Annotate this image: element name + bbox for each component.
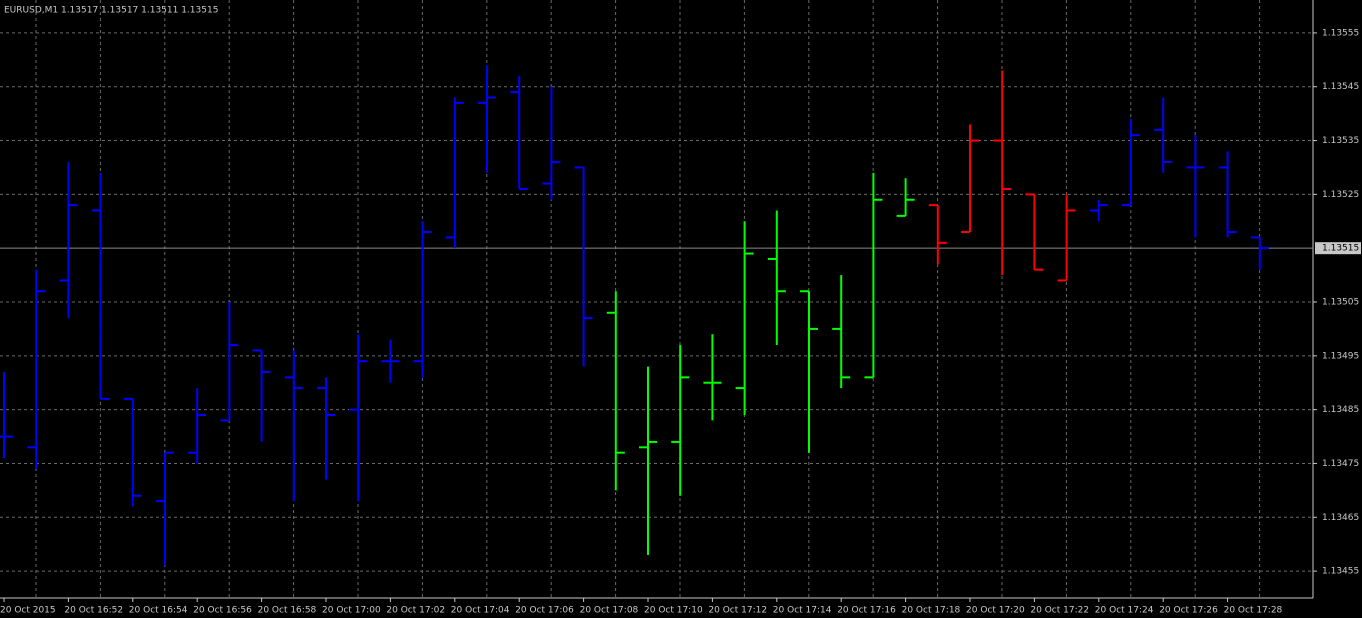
- current-price-box: [1315, 242, 1361, 255]
- x-tick-label: 20 Oct 17:26: [1159, 606, 1218, 616]
- y-tick-label: 1.13555: [1322, 28, 1359, 38]
- x-tick-label: 20 Oct 17:24: [1095, 606, 1154, 616]
- x-tick-label: 20 Oct 17:08: [580, 606, 639, 616]
- x-tick-label: 20 Oct 17:16: [837, 606, 896, 616]
- x-tick-label: 20 Oct 17:02: [386, 606, 445, 616]
- x-tick-label: 20 Oct 16:58: [258, 606, 317, 616]
- labels: 1.13455 1.13465 1.13475 1.13485 1.13495 1.135…: [0, 28, 1361, 616]
- x-tick-label: 20 Oct 17:14: [773, 606, 832, 616]
- y-tick-label: 1.13525: [1322, 190, 1359, 200]
- x-tick-label: 20 Oct 17:00: [322, 606, 381, 616]
- current-price-label: 1.13515: [1322, 244, 1359, 254]
- y-tick-label: 1.13495: [1322, 351, 1359, 361]
- x-tick-label: 20 Oct 17:04: [451, 606, 510, 616]
- x-tick-label: 20 Oct 17:28: [1224, 606, 1283, 616]
- y-tick-label: 1.13535: [1322, 136, 1359, 146]
- x-tick-label: 20 Oct 16:52: [64, 606, 123, 616]
- x-tick-label: 20 Oct 17:12: [708, 606, 767, 616]
- x-tick-label: 20 Oct 17:22: [1030, 606, 1089, 616]
- x-tick-label: 20 Oct 16:54: [129, 606, 188, 616]
- y-tick-label: 1.13505: [1322, 298, 1359, 308]
- x-tick-label: 20 Oct 17:20: [966, 606, 1025, 616]
- x-tick-label: 20 Oct 2015: [0, 606, 56, 616]
- x-tick-label: 20 Oct 17:10: [644, 606, 703, 616]
- y-tick-label: 1.13475: [1322, 459, 1359, 469]
- x-tick-label: 20 Oct 17:06: [515, 606, 574, 616]
- bars: [0, 65, 1313, 566]
- x-tick-label: 20 Oct 17:18: [902, 606, 961, 616]
- y-tick-label: 1.13545: [1322, 82, 1359, 92]
- y-tick-label: 1.13455: [1322, 567, 1359, 577]
- chart-title: EURUSD,M1 1.13517 1.13517 1.13511 1.1351…: [4, 6, 218, 16]
- y-tick-label: 1.13485: [1322, 405, 1359, 415]
- y-tick-label: 1.13465: [1322, 513, 1359, 523]
- x-tick-label: 20 Oct 16:56: [193, 606, 252, 616]
